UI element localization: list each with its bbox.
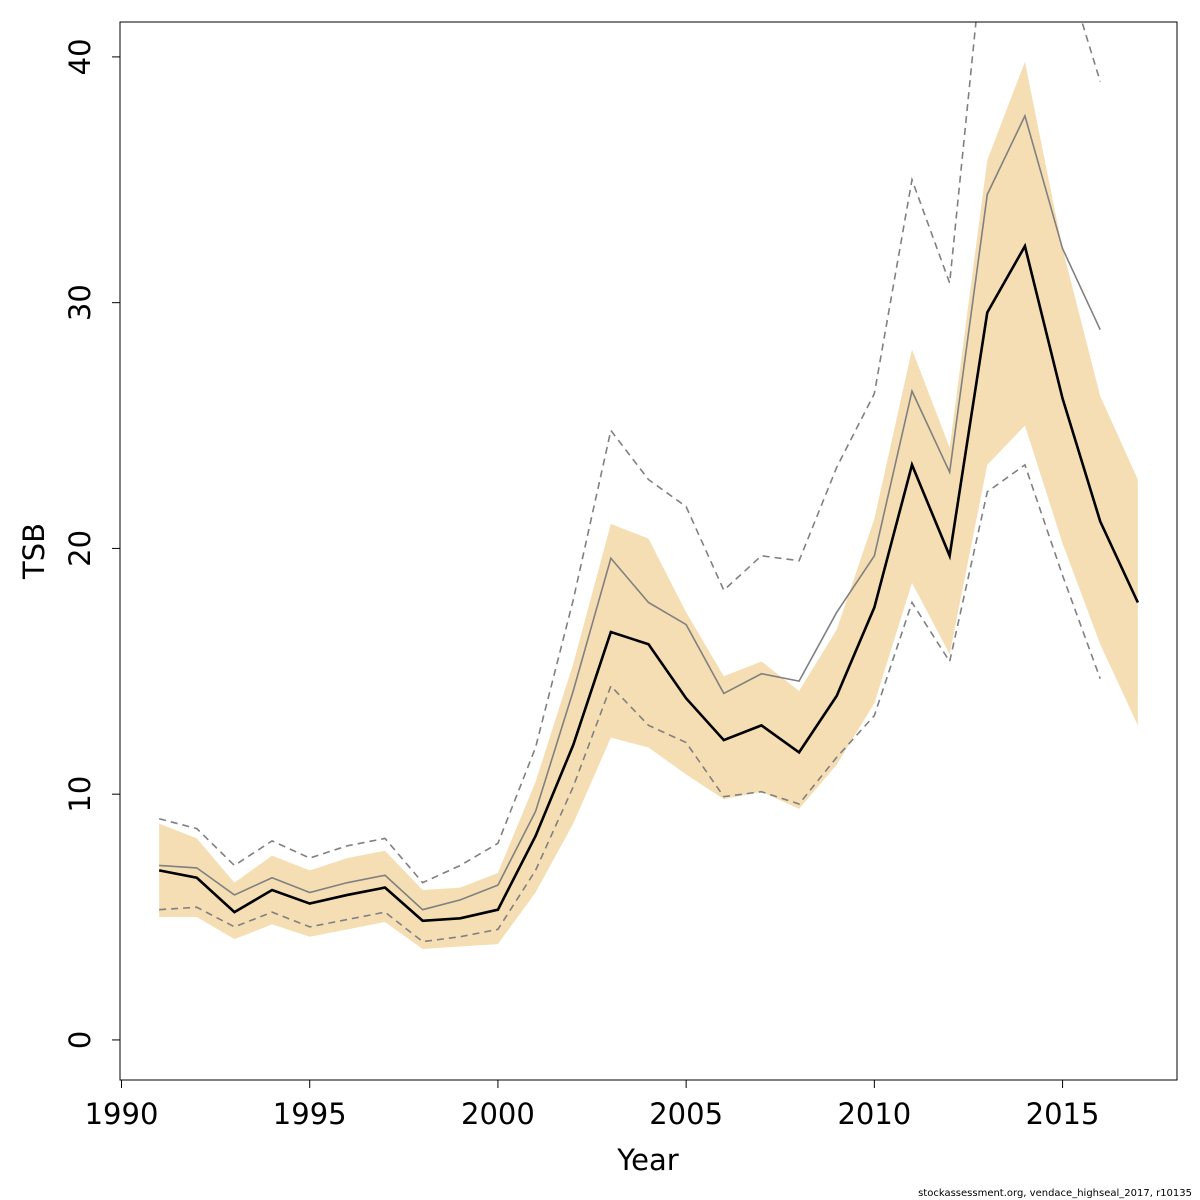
line [158, 242, 1140, 923]
x-tick-label: 1995 [273, 1097, 347, 1131]
dashed-line [158, 22, 1101, 884]
x-tick-label: 2005 [649, 1097, 723, 1131]
plot-area [158, 22, 1140, 950]
x-tick-label: 2010 [837, 1097, 911, 1131]
y-axis-label: TSB [17, 523, 51, 580]
line [159, 113, 1101, 911]
x-axis-label: Year [616, 1143, 678, 1177]
y-tick-label: 40 [63, 38, 97, 75]
x-tick-label: 2000 [461, 1097, 535, 1131]
x-tick-label: 2015 [1026, 1097, 1100, 1131]
y-tick-label: 10 [63, 776, 97, 813]
y-tick-label: 20 [63, 530, 97, 567]
y-tick-label: 30 [63, 284, 97, 321]
confidence-band [159, 61, 1138, 950]
dashed-line [159, 463, 1101, 943]
caption: stockassessment.org, vendace_highseal_20… [918, 1188, 1192, 1199]
x-tick-label: 1990 [85, 1097, 159, 1131]
y-tick-label: 0 [63, 1031, 97, 1049]
